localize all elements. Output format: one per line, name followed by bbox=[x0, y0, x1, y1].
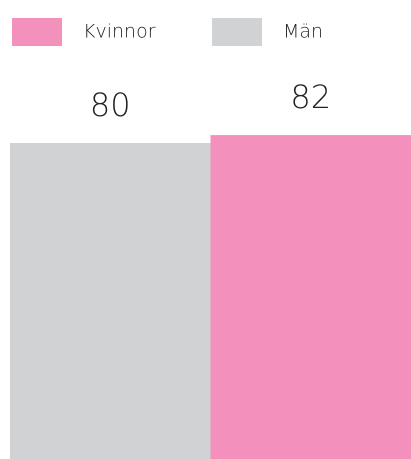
legend-swatch bbox=[12, 18, 62, 46]
value-label: 80 bbox=[90, 86, 131, 124]
legend-swatch bbox=[212, 18, 262, 46]
bar bbox=[210, 135, 411, 459]
legend-label: Kvinnor bbox=[83, 21, 156, 43]
legend-label: Män bbox=[283, 21, 323, 43]
value-label: 82 bbox=[290, 78, 331, 116]
bar bbox=[10, 143, 211, 459]
